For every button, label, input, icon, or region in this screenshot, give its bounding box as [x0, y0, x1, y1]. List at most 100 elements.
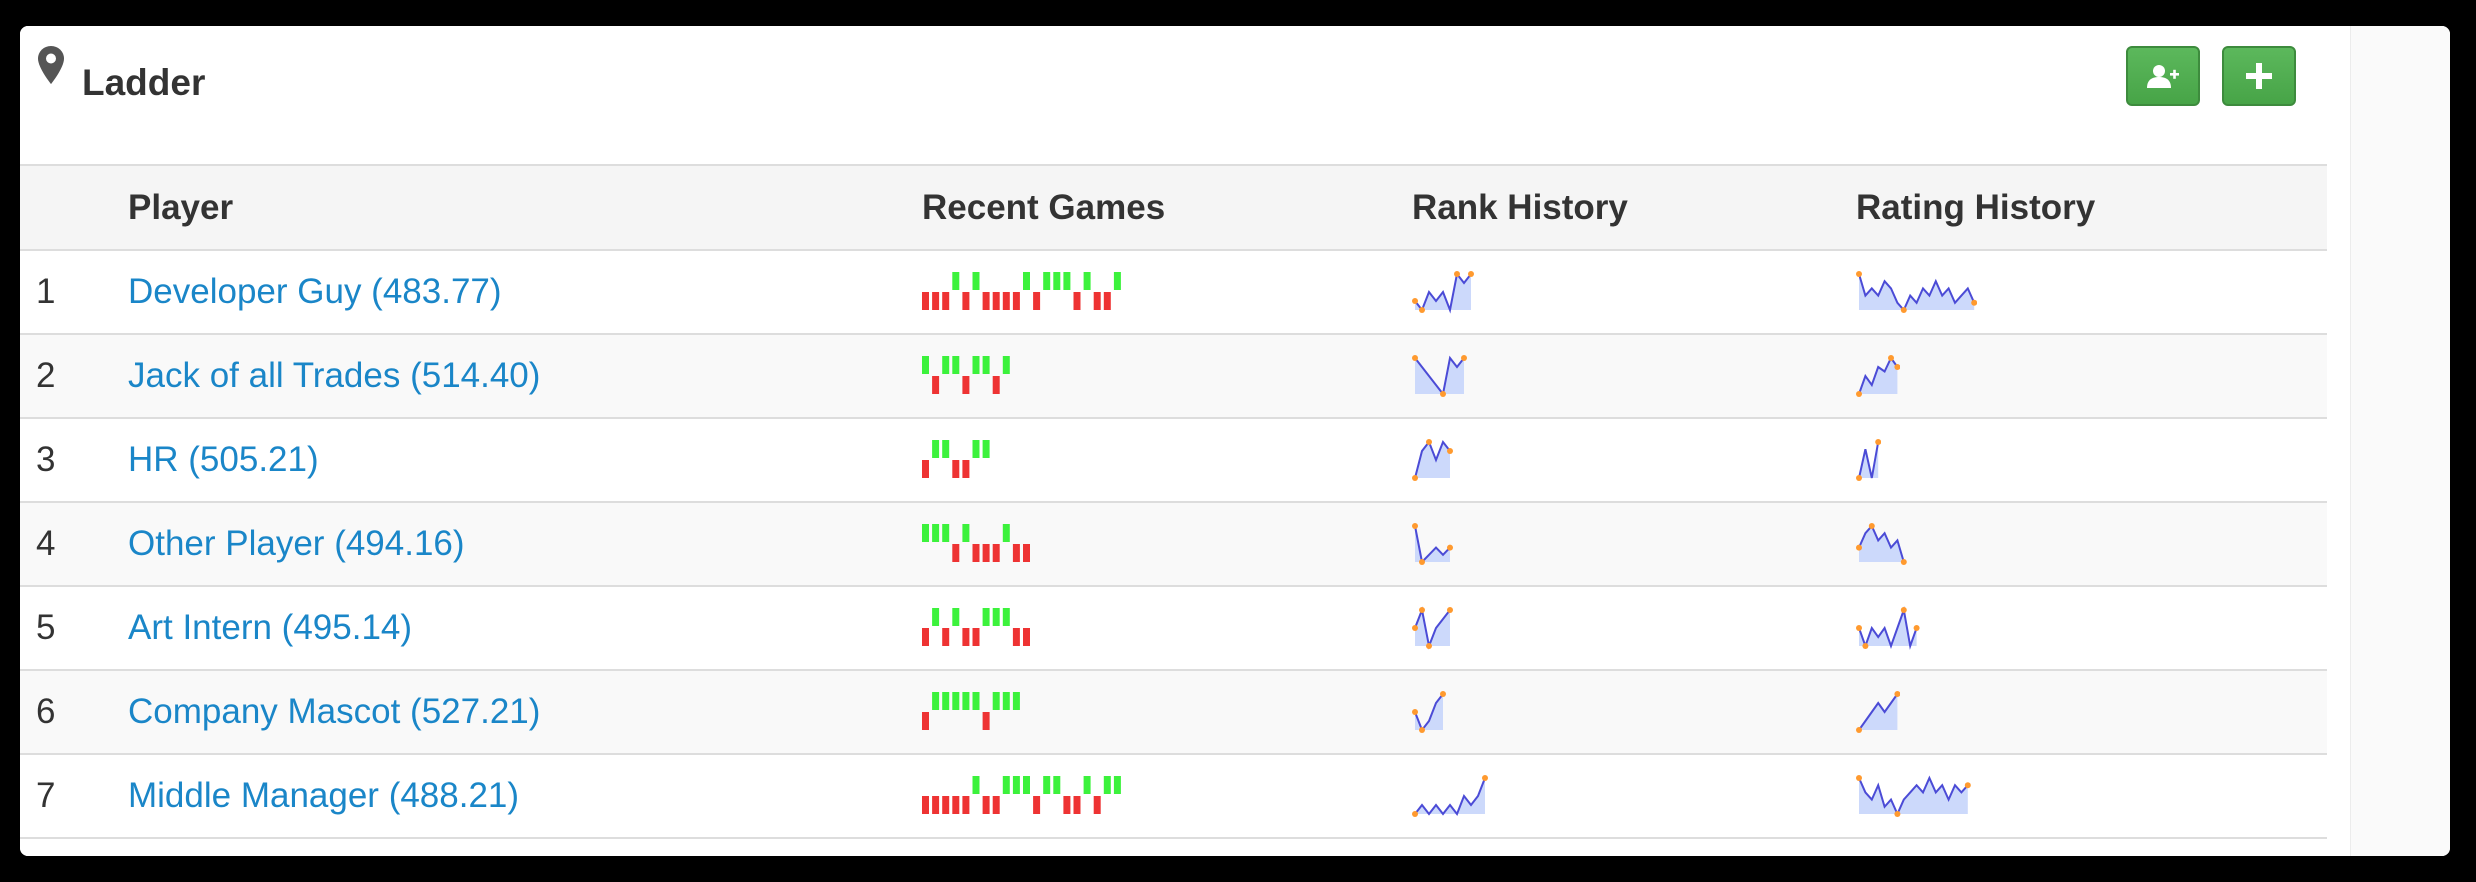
- game-loss-bar: [1103, 292, 1111, 310]
- rank-cell: 7: [20, 754, 128, 839]
- game-win-bar: [982, 356, 990, 374]
- player-link[interactable]: Other Player (494.16): [128, 524, 465, 563]
- sparkline-line: [1414, 777, 1486, 817]
- player-cell: Jack of all Trades (514.40): [128, 334, 922, 419]
- game-loss-bar: [952, 544, 960, 562]
- rating-history-cell: [1856, 502, 2327, 587]
- sparkline-area: [1415, 358, 1464, 394]
- game-loss-bar: [962, 628, 970, 646]
- game-win-bar: [1023, 776, 1030, 794]
- game-loss-bar: [962, 796, 970, 814]
- recent-games-sparkline: [922, 440, 990, 478]
- game-win-bar: [972, 776, 980, 794]
- sparkline-marker: [1868, 523, 1875, 529]
- sparkline-marker: [1913, 625, 1920, 631]
- rank-history-cell: [1412, 754, 1856, 839]
- rank-cell: 6: [20, 670, 128, 755]
- sparkline-marker: [1964, 782, 1971, 789]
- game-win-bar: [932, 440, 940, 458]
- game-win-bar: [1083, 776, 1091, 794]
- game-win-bar: [942, 356, 950, 374]
- sparkline-marker: [1412, 298, 1418, 304]
- rank-history-sparkline: [1412, 355, 1467, 397]
- sparkline-marker: [1856, 727, 1862, 733]
- game-win-bar: [952, 608, 960, 626]
- game-win-bar: [982, 440, 990, 458]
- game-loss-bar: [932, 376, 940, 394]
- game-win-bar: [1023, 272, 1030, 290]
- game-win-bar: [1002, 608, 1010, 626]
- recent-games-sparkline: [922, 356, 1010, 394]
- recent-games-sparkline: [922, 692, 1020, 730]
- game-win-bar: [992, 608, 1000, 626]
- sparkline-marker: [1894, 691, 1901, 697]
- sparkline-marker: [1461, 355, 1467, 361]
- sparkline-marker: [1894, 811, 1901, 817]
- rank-history-sparkline: [1412, 523, 1453, 565]
- sparkline-marker: [1894, 364, 1901, 370]
- scrollbar-gutter[interactable]: [2350, 26, 2450, 856]
- sparkline-marker: [1856, 475, 1862, 481]
- recent-games-sparkline: [922, 776, 1121, 814]
- header-rank: [20, 166, 128, 251]
- game-win-bar: [1113, 272, 1121, 290]
- game-win-bar: [1002, 776, 1010, 794]
- sparkline-marker: [1900, 607, 1907, 613]
- game-win-bar: [932, 692, 940, 710]
- rank-cell: 2: [20, 334, 128, 419]
- game-win-bar: [922, 356, 929, 374]
- game-loss-bar: [992, 292, 1000, 310]
- sparkline-marker: [1412, 811, 1418, 817]
- player-link[interactable]: HR (505.21): [128, 440, 319, 479]
- game-loss-bar: [1073, 292, 1081, 310]
- rank-history-sparkline: [1412, 271, 1474, 314]
- table-row: 6 Company Mascot (527.21): [20, 670, 2327, 755]
- game-loss-bar: [922, 796, 929, 814]
- game-loss-bar: [932, 796, 940, 814]
- game-loss-bar: [1012, 544, 1020, 562]
- game-loss-bar: [962, 292, 970, 310]
- plus-icon: [2246, 63, 2272, 89]
- game-loss-bar: [1012, 628, 1020, 646]
- game-win-bar: [962, 692, 970, 710]
- add-user-button[interactable]: [2126, 46, 2200, 106]
- game-win-bar: [942, 692, 950, 710]
- recent-games-sparkline: [922, 272, 1121, 310]
- game-loss-bar: [952, 796, 960, 814]
- sparkline-marker: [1447, 544, 1453, 551]
- player-link[interactable]: Middle Manager (488.21): [128, 776, 520, 815]
- rating-history-sparkline: [1856, 606, 1920, 650]
- sparkline-area: [1859, 526, 1904, 562]
- rank-history-cell: [1412, 502, 1856, 587]
- game-loss-bar: [922, 628, 929, 646]
- panel-header: Ladder: [20, 26, 2327, 166]
- table-row: 2 Jack of all Trades (514.40): [20, 334, 2327, 419]
- player-link[interactable]: Art Intern (495.14): [128, 608, 413, 647]
- recent-games-cell: [922, 754, 1412, 839]
- sparkline-marker: [1412, 475, 1418, 481]
- player-link[interactable]: Developer Guy (483.77): [128, 272, 502, 311]
- sparkline-line: [1414, 439, 1451, 479]
- game-win-bar: [942, 524, 950, 542]
- sparkline-marker: [1482, 775, 1488, 781]
- player-cell: Developer Guy (483.77): [128, 250, 922, 335]
- sparkline-marker: [1971, 299, 1978, 306]
- rank-history-cell: [1412, 586, 1856, 671]
- rating-history-cell: [1856, 754, 2327, 839]
- header-rank-history: Rank History: [1412, 166, 1856, 251]
- add-button[interactable]: [2222, 46, 2296, 106]
- game-loss-bar: [982, 796, 990, 814]
- rating-history-cell: [1856, 250, 2327, 335]
- rank-cell: 1: [20, 250, 128, 335]
- player-cell: Other Player (494.16): [128, 502, 922, 587]
- sparkline-line: [1858, 524, 1905, 563]
- game-win-bar: [1053, 776, 1061, 794]
- game-loss-bar: [942, 796, 950, 814]
- game-win-bar: [962, 524, 970, 542]
- player-link[interactable]: Jack of all Trades (514.40): [128, 356, 541, 395]
- sparkline-marker: [1426, 643, 1432, 649]
- player-link[interactable]: Company Mascot (527.21): [128, 692, 541, 731]
- rank-history-cell: [1412, 418, 1856, 503]
- recent-games-cell: [922, 670, 1412, 755]
- sparkline-marker: [1856, 391, 1862, 397]
